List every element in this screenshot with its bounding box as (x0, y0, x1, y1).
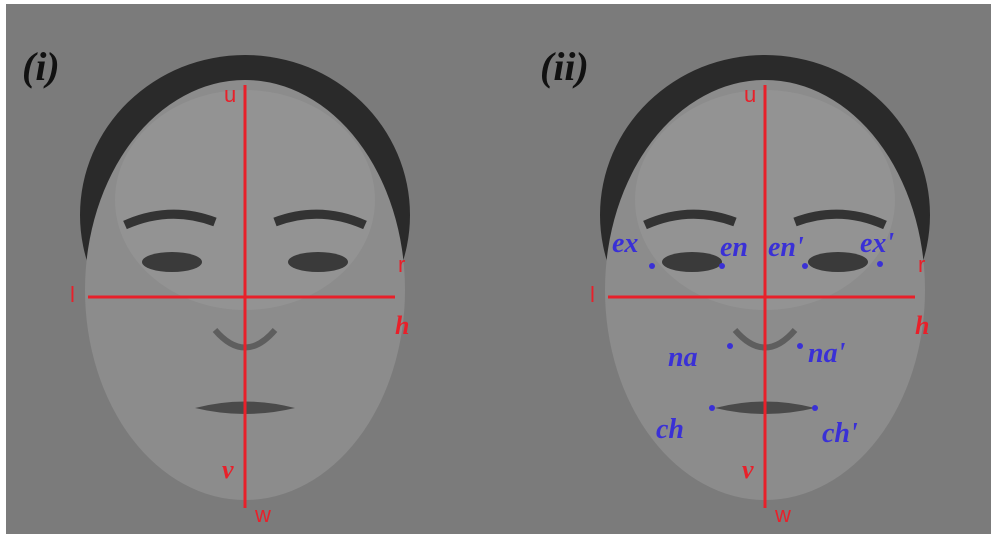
axis-label: v (222, 455, 234, 484)
axis-label: u (224, 82, 236, 107)
axis-label: r (918, 252, 925, 277)
axis-label: l (590, 282, 595, 307)
landmark-label: na' (808, 338, 846, 369)
page: (i) (ii) u l r h v w u l r h v w ex en e… (0, 0, 997, 540)
landmark-label: en' (768, 232, 804, 263)
landmark-label: en (720, 232, 748, 263)
landmark-label: ch (656, 414, 684, 445)
landmark-label: ch' (822, 418, 858, 449)
axis-label: h (915, 311, 929, 340)
axis-label: h (395, 311, 409, 340)
panel-label: (i) (22, 44, 60, 89)
landmark-label: ex' (860, 228, 894, 259)
axis-label: u (744, 82, 756, 107)
axis-label: w (774, 502, 791, 527)
axis-label: w (254, 502, 271, 527)
axis-label: l (70, 282, 75, 307)
axis-label: r (398, 252, 405, 277)
landmark-label: ex (612, 228, 638, 259)
panel-label: (ii) (540, 44, 589, 89)
figure: (i) (ii) u l r h v w u l r h v w ex en e… (0, 0, 997, 540)
landmark-label: na (668, 342, 698, 373)
axis-label: v (742, 455, 754, 484)
